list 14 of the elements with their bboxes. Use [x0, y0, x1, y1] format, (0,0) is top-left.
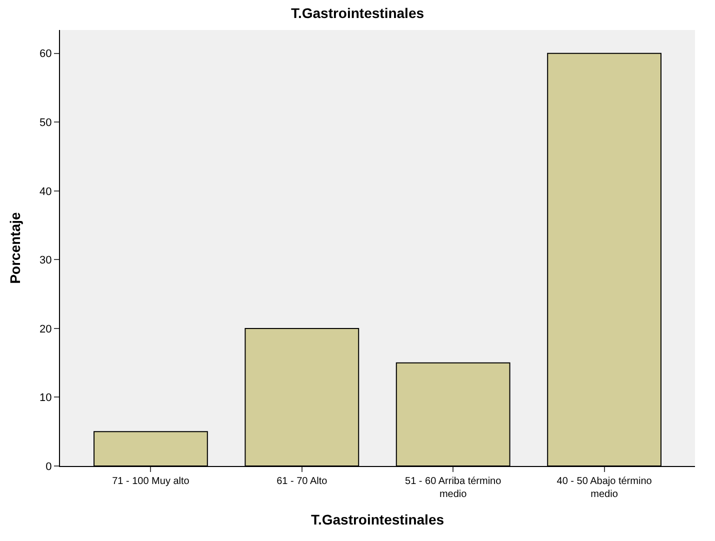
y-tick-label: 30 [40, 254, 52, 267]
y-tick-label: 40 [40, 186, 52, 198]
x-tick-label: 61 - 70 Alto [276, 476, 328, 487]
y-tick-label: 0 [46, 460, 52, 473]
y-tick-label: 20 [40, 323, 52, 336]
x-tick-label: 71 - 100 Muy alto [112, 476, 190, 487]
y-axis-title: Porcentaje [7, 212, 24, 284]
chart-title: T.Gastrointestinales [290, 4, 424, 21]
y-tick-label: 60 [40, 48, 52, 60]
x-axis-title: T.Gastrointestinales [310, 511, 444, 528]
x-tick-label: 51 - 60 Arriba término medio [405, 476, 502, 500]
y-tick-label: 50 [40, 117, 52, 129]
x-tick-label: 40 - 50 Abajo término medio [556, 476, 652, 500]
y-tick-label: 10 [40, 392, 52, 404]
